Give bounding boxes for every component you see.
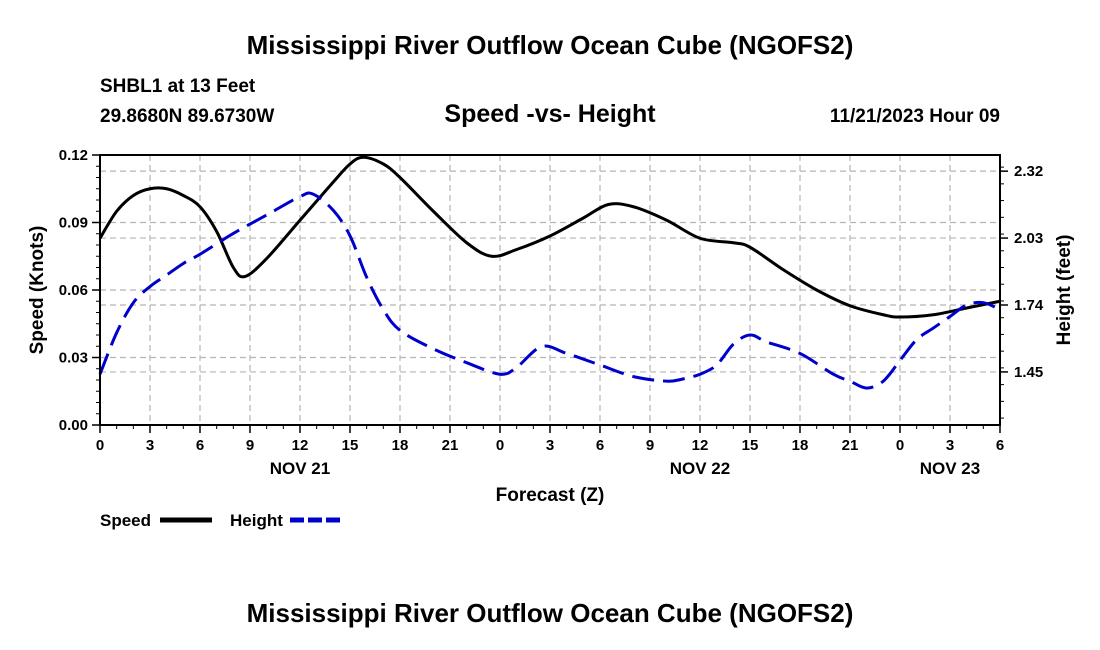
date-label: NOV 22: [670, 459, 730, 478]
series-lines: [98, 155, 1001, 390]
x-tick-label: 6: [996, 437, 1004, 454]
legend-label: Speed: [100, 511, 151, 530]
x-tick-label: 12: [692, 437, 709, 454]
x-tick-label: 15: [742, 437, 759, 454]
date-label: NOV 21: [270, 459, 330, 478]
x-tick-label: 18: [392, 437, 409, 454]
x-tick-label: 3: [946, 437, 954, 454]
forecast-datetime: 11/21/2023 Hour 09: [829, 106, 1000, 127]
series-height-line: [98, 191, 1001, 390]
footer-title: Mississippi River Outflow Ocean Cube (NG…: [246, 598, 854, 628]
axis-labels: 0 3 6 9 12 15 18 21 0 3 6 9 12 15 18 21 0 3 6 NOV 21 NOV 22 N…: [59, 147, 1044, 478]
series-speed-line: [98, 155, 1001, 319]
y-tick-label: 0.06: [59, 282, 88, 299]
x-tick-label: 21: [442, 437, 459, 454]
y2-tick-label: 1.74: [1014, 297, 1044, 314]
legend-label: Height: [230, 511, 283, 530]
x-tick-label: 6: [596, 437, 604, 454]
y2-tick-label: 2.32: [1014, 163, 1043, 180]
y-tick-label: 0.09: [59, 215, 88, 232]
legend: Speed Height: [100, 511, 342, 530]
y2-tick-label: 1.45: [1014, 364, 1043, 381]
x-tick-label: 0: [496, 437, 504, 454]
grid-lines: [100, 155, 1000, 425]
x-tick-label: 9: [246, 437, 254, 454]
y-tick-label: 0.12: [59, 147, 88, 164]
x-tick-label: 6: [196, 437, 204, 454]
chart-title: Mississippi River Outflow Ocean Cube (NG…: [246, 30, 854, 60]
x-tick-label: 0: [896, 437, 904, 454]
x-axis-title: Forecast (Z): [496, 485, 605, 506]
date-label: NOV 23: [920, 459, 980, 478]
x-tick-label: 3: [146, 437, 154, 454]
x-tick-label: 9: [646, 437, 654, 454]
x-tick-label: 21: [842, 437, 859, 454]
station-label: SHBL1 at 13 Feet: [100, 76, 256, 97]
y2-axis-title: Height (feet): [1054, 235, 1075, 346]
x-tick-label: 0: [96, 437, 104, 454]
axis-ticks: [92, 154, 1008, 433]
chart-subtitle: Speed -vs- Height: [444, 100, 656, 128]
y-tick-label: 0.00: [59, 417, 88, 434]
x-tick-label: 18: [792, 437, 809, 454]
x-tick-label: 12: [292, 437, 309, 454]
x-tick-label: 3: [546, 437, 554, 454]
x-tick-label: 15: [342, 437, 359, 454]
y-axis-title: Speed (Knots): [27, 226, 48, 355]
y2-tick-label: 2.03: [1014, 230, 1043, 247]
y-tick-label: 0.03: [59, 350, 88, 367]
station-coordinates: 29.8680N 89.6730W: [100, 106, 275, 127]
